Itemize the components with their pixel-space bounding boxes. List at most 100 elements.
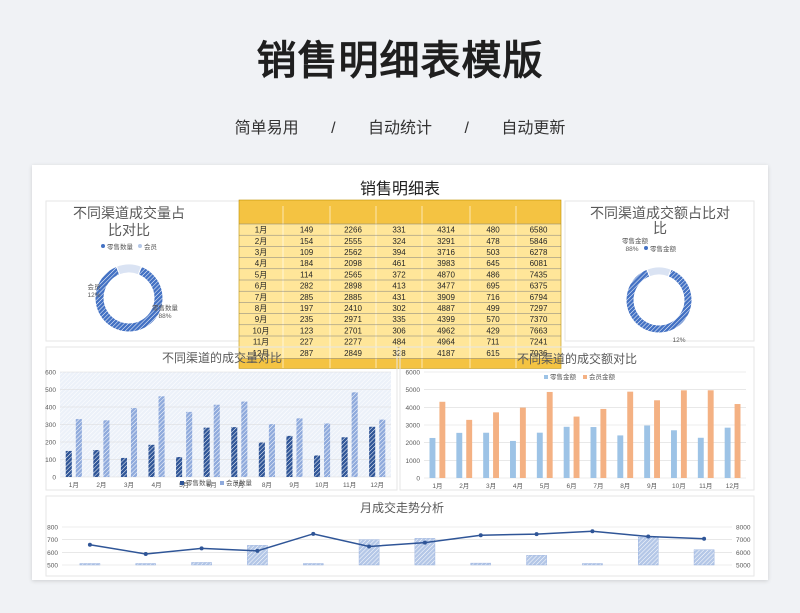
table-cell: 7月 [255, 293, 267, 302]
trend-point [702, 536, 707, 541]
bar-amount-bar [707, 390, 714, 478]
bar-amount-xtick: 5月 [540, 482, 550, 490]
table-cell: 324 [392, 237, 406, 246]
pie-volume-label: 零售数量 [152, 303, 179, 312]
bar-volume-bar [351, 392, 358, 477]
pie-amount-title: 不同渠道成交额占比对 [590, 205, 730, 221]
bar-volume-bar [186, 411, 193, 477]
table-cell: 197 [300, 304, 314, 313]
table-cell: 2098 [344, 259, 362, 268]
table-cell: 570 [486, 315, 500, 324]
table-cell: 1月 [255, 226, 267, 235]
trend-ytick-right: 8000 [736, 525, 751, 532]
table-cell: 235 [300, 315, 314, 324]
table-cell: 7370 [530, 315, 548, 324]
bar-amount-bar [493, 412, 499, 478]
trend-ytick-right: 6000 [736, 550, 751, 557]
bar-volume-xtick: 10月 [315, 481, 329, 489]
table-cell: 7297 [530, 304, 548, 313]
bar-volume-bar [203, 427, 210, 477]
trend-point [646, 534, 651, 539]
table-cell: 4399 [437, 315, 455, 324]
bar-amount-legend: 零售金额 [550, 372, 577, 381]
legend-swatch [544, 375, 548, 379]
bar-volume-bar [341, 437, 348, 477]
table-cell: 2971 [344, 315, 362, 324]
bar-amount-xtick: 2月 [459, 482, 469, 490]
trend-bar [470, 562, 492, 566]
legend-swatch [583, 375, 587, 379]
bar-volume-frame [45, 346, 398, 491]
table-cell: 4月 [255, 259, 267, 268]
bar-amount-xtick: 6月 [567, 482, 577, 490]
bar-amount-xtick: 8月 [620, 482, 630, 490]
table-cell: 6月 [255, 282, 267, 291]
table-cell: 394 [392, 248, 406, 257]
table-cell: 109 [300, 248, 314, 257]
bar-amount-xtick: 10月 [672, 482, 686, 490]
bar-volume-xtick: 11月 [343, 481, 356, 489]
bar-amount-xtick: 3月 [486, 482, 496, 490]
table-cell: 2565 [344, 270, 362, 279]
table-cell: 4187 [437, 349, 455, 358]
table-cell: 11月 [253, 338, 269, 347]
table-cell: 3716 [437, 248, 455, 257]
pie-amount-legend: 零售金额 [622, 236, 649, 245]
table-cell: 285 [300, 293, 314, 302]
bar-amount-ytick: 1000 [406, 458, 421, 465]
bar-volume-bar [313, 455, 321, 477]
trend-point [87, 542, 92, 547]
pie-amount-label: 88% [625, 246, 638, 253]
table-cell: 413 [392, 282, 406, 291]
bar-volume-xtick: 8月 [262, 481, 272, 489]
trend-frame [45, 495, 755, 577]
trend-point [255, 548, 260, 553]
bar-volume-ytick: 200 [45, 440, 56, 447]
table-cell: 4314 [437, 226, 455, 235]
table-cell: 328 [392, 349, 406, 358]
table-header-row [239, 200, 561, 214]
table-cell: 2562 [344, 248, 362, 257]
table-cell: 10月 [253, 326, 270, 335]
table-cell: 461 [392, 259, 406, 268]
bar-volume-bar [103, 420, 110, 477]
pie-volume-label: 12% [87, 292, 100, 299]
pie-volume-title: 比对比 [108, 222, 150, 238]
legend-dot [644, 246, 648, 250]
bar-volume-bar [324, 423, 331, 477]
trend-bar [191, 562, 212, 566]
table-cell: 8月 [255, 304, 267, 313]
bar-volume-xtick: 5月 [179, 481, 189, 489]
trend-ytick-left: 800 [47, 525, 58, 532]
bar-amount-bar [546, 391, 553, 478]
bar-volume-ytick: 500 [45, 387, 56, 394]
bar-volume-bar [379, 419, 386, 477]
pie-amount-title: 比 [653, 220, 667, 236]
tag-separator: / [464, 120, 469, 137]
pie-volume-title: 不同渠道成交量占 [73, 205, 185, 221]
bar-volume-bar [75, 419, 82, 477]
bar-amount-bar [573, 416, 580, 478]
table-cell: 331 [392, 226, 406, 235]
trend-bar [135, 563, 156, 566]
table-cell: 7241 [530, 338, 548, 347]
bar-volume-bar [213, 404, 220, 477]
bar-volume-xtick: 9月 [289, 481, 299, 489]
table-cell: 12月 [253, 349, 270, 358]
bar-volume-bar [65, 450, 72, 477]
trend-line [89, 530, 705, 555]
table-cell: 227 [300, 338, 314, 347]
table-cell: 7663 [530, 326, 548, 335]
table-cell: 3983 [437, 259, 455, 268]
table-cell: 480 [486, 226, 500, 235]
bar-amount-bar [563, 426, 570, 478]
table-cell: 4962 [437, 326, 455, 335]
pie-amount-frame [564, 200, 755, 342]
bar-volume-xtick: 1月 [69, 481, 79, 489]
trend-ytick-left: 500 [47, 563, 58, 570]
table-cell: 372 [392, 270, 406, 279]
trend-point [367, 544, 372, 549]
bar-amount-bar [536, 432, 543, 478]
pie-volume-label: 会员 [88, 282, 102, 291]
